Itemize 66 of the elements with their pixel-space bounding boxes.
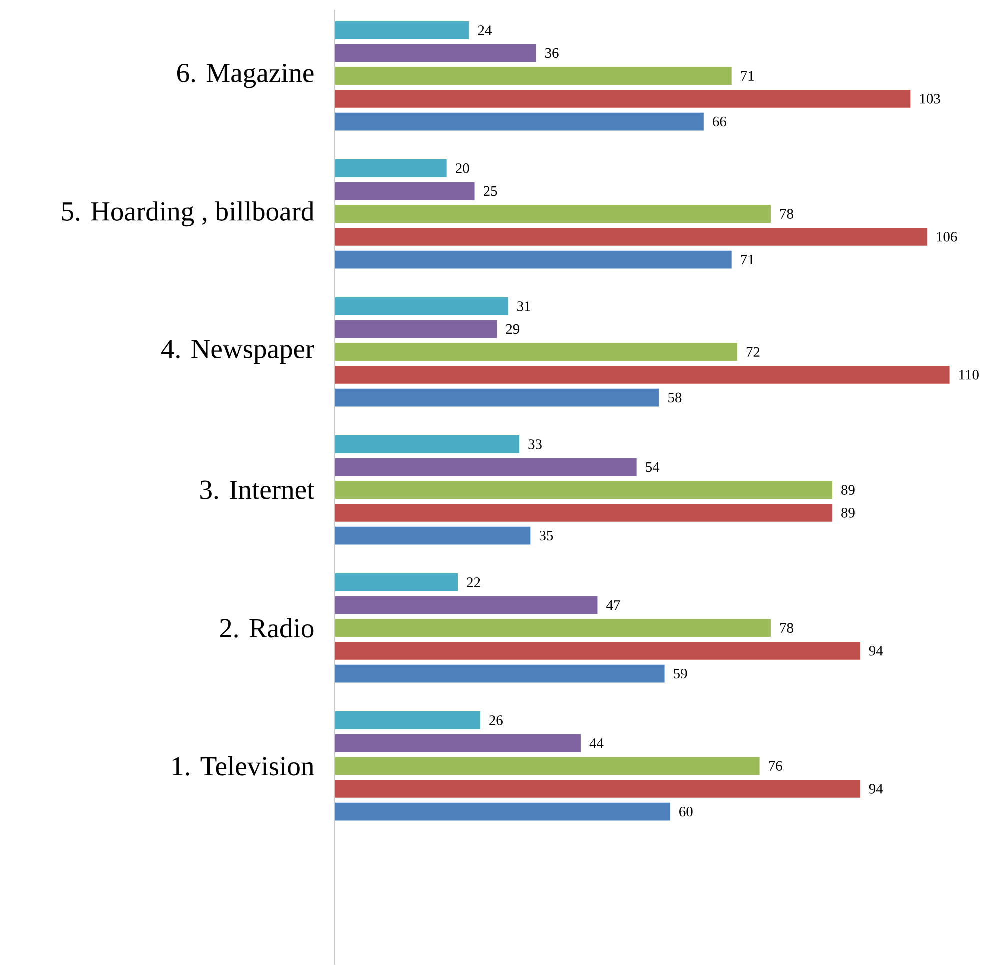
- bar: [335, 802, 670, 821]
- bar: [335, 664, 665, 683]
- bar: [335, 574, 458, 592]
- bar: [335, 182, 475, 200]
- bar: [335, 619, 771, 638]
- bar: [335, 366, 950, 384]
- data-label: 31: [518, 302, 530, 312]
- bar: [335, 436, 520, 454]
- data-label: 89: [842, 485, 855, 496]
- data-label: 58: [668, 392, 682, 403]
- data-label: 54: [646, 462, 660, 472]
- data-label: 71: [741, 255, 754, 265]
- data-label: 76: [769, 761, 782, 772]
- bar: [335, 596, 598, 614]
- bar: [335, 205, 771, 224]
- data-label: 36: [546, 48, 559, 58]
- data-label: 44: [590, 738, 604, 748]
- y-tick-label: 4. Newspaper: [162, 340, 314, 364]
- bar: [335, 526, 531, 545]
- data-label: 25: [484, 186, 498, 196]
- y-tick-label: 3. Internet: [200, 480, 315, 500]
- bar: [335, 712, 480, 730]
- bar: [335, 298, 508, 316]
- bar: [335, 228, 928, 246]
- bar: [335, 388, 660, 407]
- data-label: 60: [680, 807, 693, 817]
- data-label: 59: [674, 669, 688, 679]
- bar: [335, 320, 498, 338]
- data-label: 66: [713, 116, 726, 127]
- data-label: 33: [528, 440, 542, 450]
- bar: [335, 67, 732, 86]
- bar: [335, 90, 911, 108]
- bar: [335, 481, 832, 500]
- bar: [335, 757, 760, 776]
- data-label: 110: [960, 370, 979, 380]
- bar: [335, 458, 637, 476]
- y-tick-label: 1. Television: [172, 756, 314, 776]
- data-label: 22: [467, 578, 480, 588]
- data-label: 89: [842, 508, 855, 518]
- data-label: 94: [869, 646, 884, 656]
- data-label: 94: [869, 784, 884, 794]
- bar: [335, 112, 704, 131]
- bar: [335, 22, 470, 40]
- data-label: 47: [606, 600, 620, 610]
- y-tick-label: 6. Magazine: [177, 64, 314, 88]
- data-label: 71: [741, 71, 754, 81]
- bar: [335, 504, 832, 522]
- data-label: 24: [478, 26, 492, 36]
- bar: [335, 343, 738, 362]
- bar: [335, 160, 447, 178]
- data-label: 29: [506, 324, 520, 334]
- y-tick-label: 2. Radio: [220, 618, 314, 638]
- data-label: 72: [746, 347, 760, 357]
- bar: [335, 642, 860, 660]
- bar: [335, 250, 732, 269]
- data-label: 78: [780, 623, 794, 634]
- y-tick-label: 5. Hoarding , billboard: [62, 202, 314, 227]
- data-label: 26: [490, 716, 503, 726]
- data-label: 103: [920, 94, 940, 104]
- data-label: 35: [540, 531, 554, 541]
- data-label: 106: [937, 232, 958, 242]
- bar: [335, 44, 536, 62]
- data-label: 20: [456, 164, 470, 174]
- data-label: 78: [780, 209, 794, 220]
- bar: [335, 734, 581, 752]
- bar: [335, 780, 860, 798]
